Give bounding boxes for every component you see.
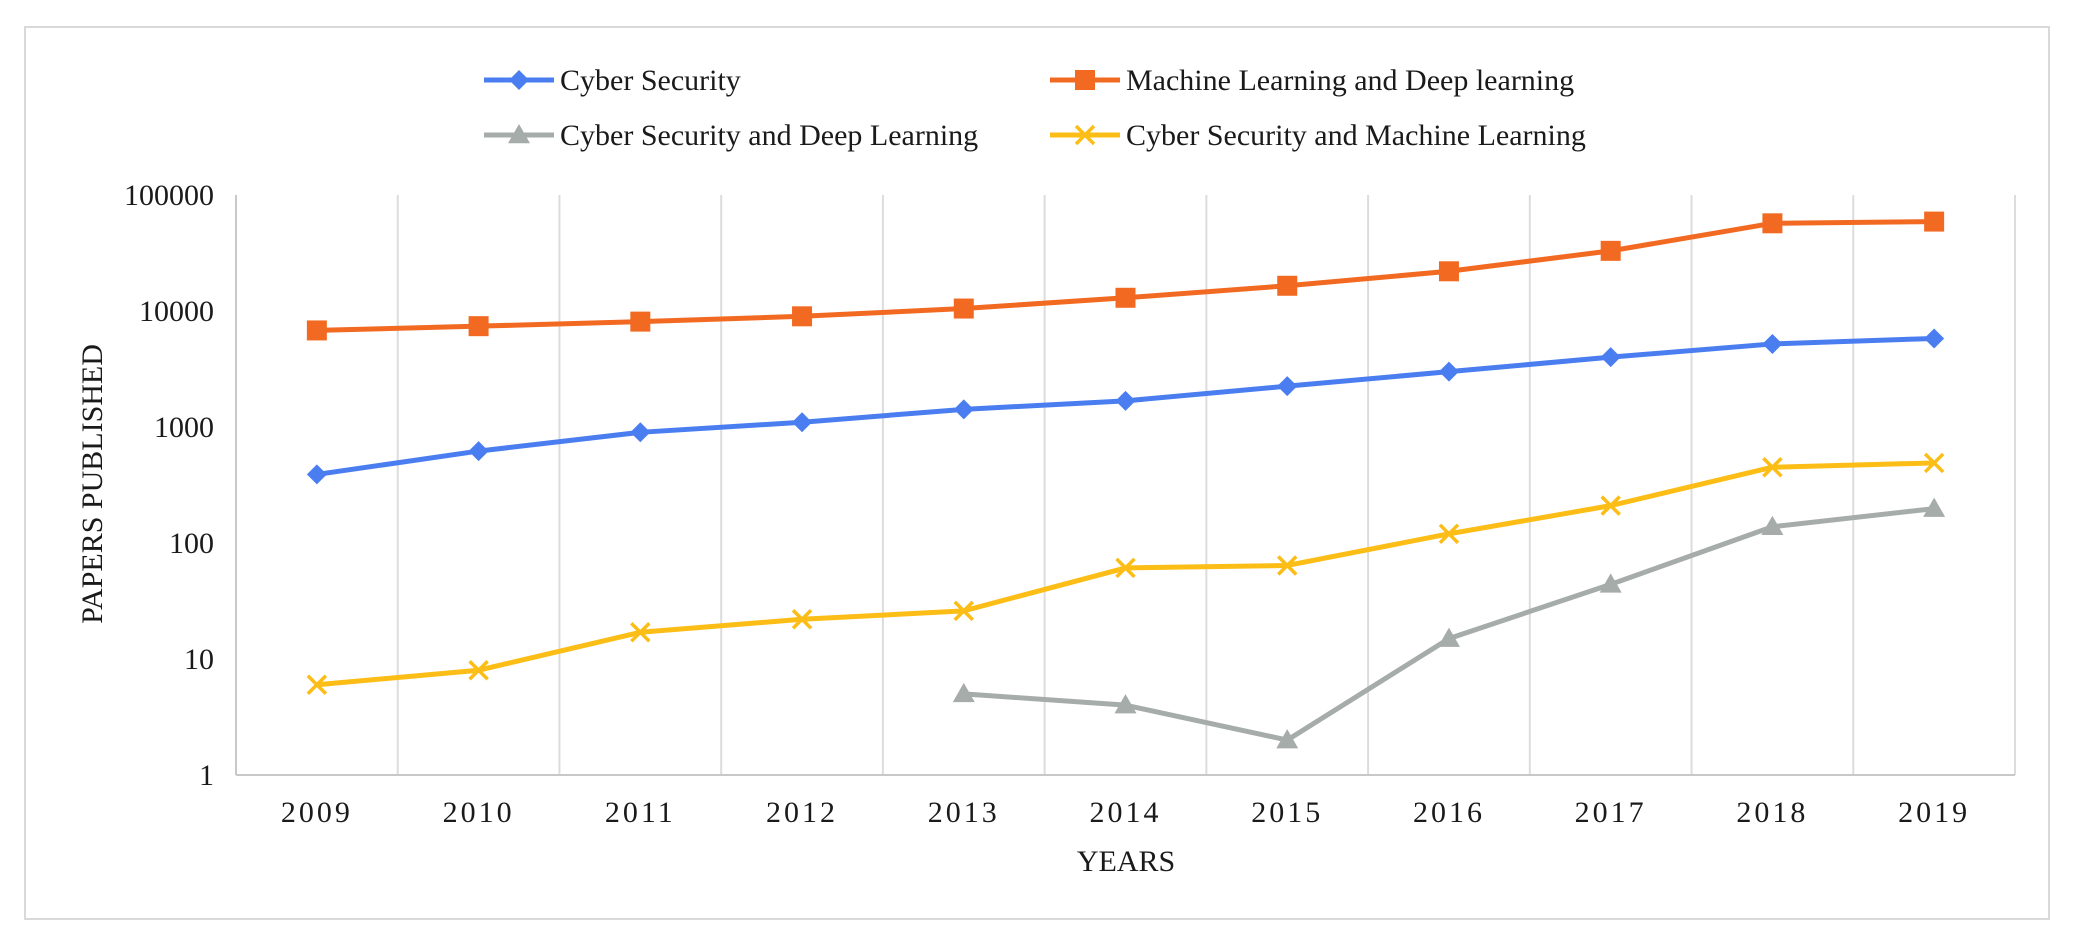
y-tick-label: 1000 xyxy=(154,411,214,444)
y-tick-label: 100000 xyxy=(124,179,214,212)
y-tick-label: 1 xyxy=(199,759,214,792)
grid-lines xyxy=(396,195,2016,775)
data-point xyxy=(630,311,651,332)
series-lines xyxy=(306,211,1946,749)
data-point xyxy=(952,682,975,703)
y-tick-label: 10000 xyxy=(139,295,214,328)
y-tick-labels: 1 10 100 1000 10000 100000 xyxy=(124,179,214,792)
x-tick-label: 2010 xyxy=(443,796,515,829)
data-point xyxy=(306,674,328,695)
legend-item: Machine Learning and Deep learning xyxy=(1050,64,1574,97)
data-point xyxy=(1115,557,1136,579)
y-tick-label: 100 xyxy=(169,527,214,560)
data-point xyxy=(1438,261,1459,282)
data-point xyxy=(1924,211,1945,232)
data-point xyxy=(791,609,813,630)
legend-marker xyxy=(1075,70,1095,90)
data-point xyxy=(1115,287,1136,308)
data-point xyxy=(1276,555,1298,576)
x-axis-title: YEARS xyxy=(1077,845,1175,878)
x-tick-labels: 2009 2010 2011 2012 2013 2014 2015 2016 2017 2018… xyxy=(281,796,1970,829)
x-tick-label: 2009 xyxy=(281,796,353,829)
data-point xyxy=(1600,240,1621,261)
legend-label: Cyber Security and Machine Learning xyxy=(1126,119,1586,152)
series-line xyxy=(963,506,1935,743)
data-point xyxy=(1438,361,1459,382)
data-point xyxy=(1762,213,1783,234)
data-point xyxy=(1114,694,1137,714)
chart-frame xyxy=(24,26,2050,920)
legend-item: Cyber Security xyxy=(484,64,741,97)
data-point xyxy=(468,660,489,681)
legend-marker xyxy=(508,124,530,144)
legend-item: Cyber Security and Machine Learning xyxy=(1050,119,1586,152)
y-tick-label: 10 xyxy=(184,643,214,676)
data-point xyxy=(1762,333,1783,354)
data-point xyxy=(1437,627,1460,647)
data-point xyxy=(792,306,813,327)
series-1 xyxy=(306,328,1945,485)
data-point xyxy=(1276,729,1299,749)
series-2 xyxy=(306,211,1945,341)
data-point xyxy=(306,464,327,485)
series-4 xyxy=(306,452,1945,695)
x-tick-label: 2016 xyxy=(1413,796,1485,829)
data-point xyxy=(468,316,489,337)
data-point xyxy=(1761,515,1784,536)
x-tick-label: 2019 xyxy=(1898,796,1970,829)
legend-item: Cyber Security and Deep Learning xyxy=(484,119,978,152)
data-point xyxy=(1923,452,1945,474)
data-point xyxy=(1277,376,1298,397)
x-tick-label: 2014 xyxy=(1090,796,1162,829)
data-point xyxy=(468,441,489,462)
legend-label: Cyber Security and Deep Learning xyxy=(560,119,978,152)
data-point xyxy=(953,600,975,622)
x-tick-label: 2011 xyxy=(605,796,676,829)
x-tick-label: 2015 xyxy=(1251,796,1323,829)
series-3 xyxy=(952,497,1946,749)
x-tick-label: 2017 xyxy=(1575,796,1647,829)
data-point xyxy=(1438,523,1460,545)
legend-label: Machine Learning and Deep learning xyxy=(1126,64,1574,97)
legend-label: Cyber Security xyxy=(560,64,741,97)
data-point xyxy=(953,298,974,319)
x-tick-label: 2012 xyxy=(766,796,838,829)
legend: Cyber Security Machine Learning and Deep … xyxy=(484,64,1586,152)
legend-marker xyxy=(509,70,529,90)
data-point xyxy=(953,399,974,420)
data-point xyxy=(1762,456,1783,478)
axes xyxy=(235,195,2015,776)
data-point xyxy=(1115,390,1136,411)
data-point xyxy=(1600,347,1621,368)
data-point xyxy=(306,320,327,341)
data-point xyxy=(792,412,813,433)
x-tick-label: 2018 xyxy=(1736,796,1808,829)
data-point xyxy=(1599,573,1622,593)
data-point xyxy=(1923,497,1946,517)
data-point xyxy=(1600,495,1621,516)
x-tick-label: 2013 xyxy=(928,796,1000,829)
data-point xyxy=(1924,328,1945,349)
data-point xyxy=(1277,275,1298,296)
data-point xyxy=(630,422,651,443)
data-point xyxy=(630,622,651,643)
legend-marker xyxy=(1074,124,1096,146)
y-axis-title: PAPERS PUBLISHED xyxy=(76,344,109,624)
